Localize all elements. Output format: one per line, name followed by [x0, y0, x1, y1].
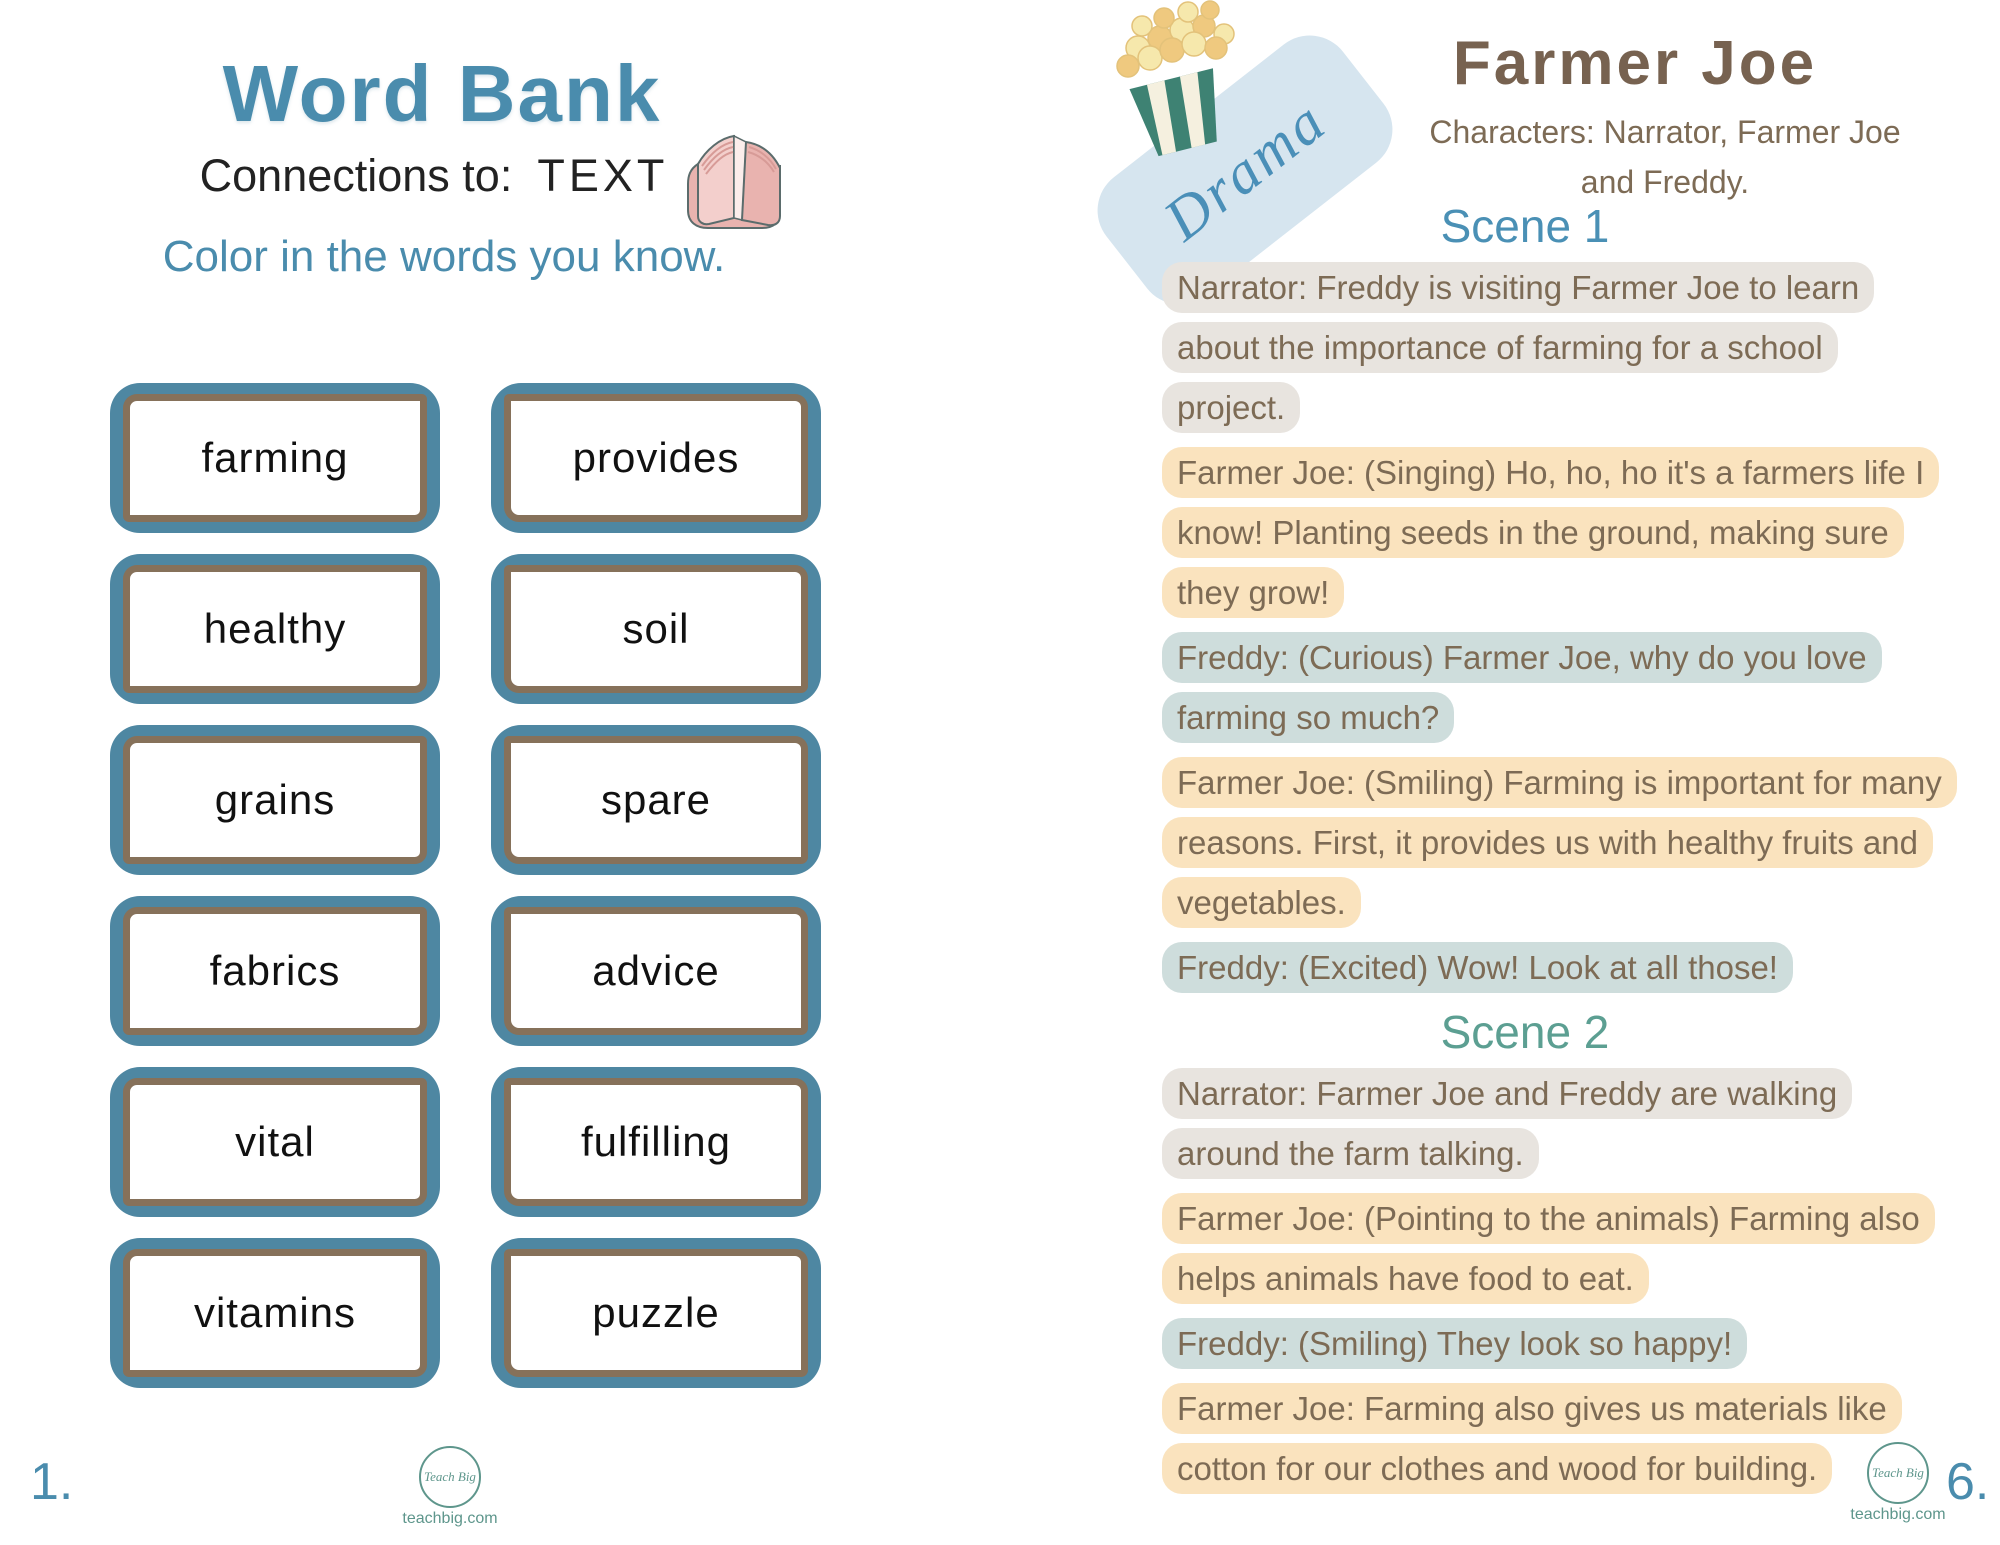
- connections-label: Connections to:: [199, 150, 538, 201]
- word-card-inner: vital: [123, 1078, 427, 1206]
- word-text: farming: [201, 434, 349, 481]
- word-text: healthy: [203, 605, 347, 652]
- word-text: provides: [572, 434, 740, 481]
- word-text: vital: [235, 1118, 315, 1165]
- word-card-farming: farming: [110, 383, 440, 533]
- word-text: vitamins: [193, 1289, 357, 1336]
- word-text: fulfilling: [580, 1118, 732, 1165]
- word-card-grains: grains: [110, 725, 440, 875]
- word-card-puzzle: puzzle: [491, 1238, 821, 1388]
- word-text: grains: [214, 776, 336, 823]
- teachbig-logo-right: Teach Big teachbig.com: [1828, 1442, 1968, 1524]
- teachbig-site-text-right: teachbig.com: [1850, 1506, 1946, 1523]
- word-text: soil: [622, 605, 690, 652]
- word-card-healthy: healthy: [110, 554, 440, 704]
- dialogue-line-farmer: Farmer Joe: (Singing) Ho, ho, ho it's a …: [1162, 443, 1948, 623]
- word-text: spare: [600, 776, 712, 823]
- word-bank-grid: farming provides healthy soil grains spare fab…: [110, 383, 822, 1388]
- page-number-left: 1.: [30, 1453, 74, 1511]
- dialogue-highlight-farmer: Farmer Joe: (Singing) Ho, ho, ho it's a …: [1162, 447, 1940, 618]
- word-card-vitamins: vitamins: [110, 1238, 440, 1388]
- word-card-inner: spare: [504, 736, 808, 864]
- play-title: Farmer Joe: [1452, 29, 1818, 98]
- word-bank-title: Word Bank: [222, 49, 662, 138]
- word-card-soil: soil: [491, 554, 821, 704]
- scene-heading-scene-2: Scene 2: [1440, 1006, 1610, 1058]
- teachbig-site-text-left: teachbig.com: [402, 1510, 498, 1527]
- teachbig-logo-script: Teach Big: [1872, 1465, 1924, 1480]
- dialogue-line-farmer: Farmer Joe: Farming also gives us materi…: [1162, 1379, 1948, 1499]
- word-card-inner: fabrics: [123, 907, 427, 1035]
- word-text: fabrics: [209, 947, 341, 994]
- dialogue-line-farmer: Farmer Joe: (Pointing to the animals) Fa…: [1162, 1189, 1948, 1309]
- characters-line-1: Characters: Narrator, Farmer Joe: [1429, 114, 1901, 150]
- word-card-inner: puzzle: [504, 1249, 808, 1377]
- dialogue-highlight-freddy: Freddy: (Curious) Farmer Joe, why do you…: [1162, 632, 1882, 743]
- word-card-inner: fulfilling: [504, 1078, 808, 1206]
- connections-subtitle: Connections to: TEXT: [64, 150, 804, 202]
- dialogue-line-freddy: Freddy: (Smiling) They look so happy!: [1162, 1314, 1948, 1374]
- word-text: advice: [592, 947, 720, 994]
- word-card-inner: vitamins: [123, 1249, 427, 1377]
- dialogue-highlight-narrator: Narrator: Farmer Joe and Freddy are walk…: [1162, 1068, 1853, 1179]
- popcorn-icon: [1116, 0, 1235, 157]
- dialogue-highlight-freddy: Freddy: (Smiling) They look so happy!: [1162, 1318, 1748, 1369]
- connections-topic: TEXT: [537, 150, 669, 201]
- page-number-right: 6.: [1946, 1453, 1990, 1511]
- teachbig-logo-script: Teach Big: [424, 1469, 476, 1484]
- word-card-vital: vital: [110, 1067, 440, 1217]
- dialogue-highlight-farmer: Farmer Joe: (Smiling) Farming is importa…: [1162, 757, 1957, 928]
- dialogue-highlight-farmer: Farmer Joe: (Pointing to the animals) Fa…: [1162, 1193, 1935, 1304]
- teachbig-logo-circle: Teach Big: [1867, 1442, 1929, 1504]
- coloring-instruction: Color in the words you know.: [162, 232, 726, 281]
- dialogue-line-freddy: Freddy: (Curious) Farmer Joe, why do you…: [1162, 628, 1948, 748]
- word-text: puzzle: [592, 1289, 720, 1336]
- word-card-fabrics: fabrics: [110, 896, 440, 1046]
- dialogue-line-narrator: Narrator: Farmer Joe and Freddy are walk…: [1162, 1064, 1948, 1184]
- teachbig-logo-left: Teach Big teachbig.com: [380, 1446, 520, 1528]
- book-icon: [687, 134, 781, 229]
- word-card-inner: advice: [504, 907, 808, 1035]
- dialogue-highlight-freddy: Freddy: (Excited) Wow! Look at all those…: [1162, 942, 1793, 993]
- dialogue-line-freddy: Freddy: (Excited) Wow! Look at all those…: [1162, 938, 1948, 998]
- characters-line-2: and Freddy.: [1580, 164, 1750, 200]
- word-card-inner: healthy: [123, 565, 427, 693]
- teachbig-logo-circle: Teach Big: [419, 1446, 481, 1508]
- word-card-inner: soil: [504, 565, 808, 693]
- drama-script: Scene 1 Narrator: Freddy is visiting Farm…: [1162, 200, 1957, 1504]
- dialogue-highlight-narrator: Narrator: Freddy is visiting Farmer Joe …: [1162, 262, 1875, 433]
- word-card-advice: advice: [491, 896, 821, 1046]
- word-card-inner: farming: [123, 394, 427, 522]
- dialogue-line-narrator: Narrator: Freddy is visiting Farmer Joe …: [1162, 258, 1948, 438]
- scene-heading-scene-1: Scene 1: [1440, 200, 1610, 252]
- word-card-spare: spare: [491, 725, 821, 875]
- word-card-inner: grains: [123, 736, 427, 864]
- dialogue-line-farmer: Farmer Joe: (Smiling) Farming is importa…: [1162, 753, 1957, 933]
- word-card-inner: provides: [504, 394, 808, 522]
- dialogue-highlight-farmer: Farmer Joe: Farming also gives us materi…: [1162, 1383, 1902, 1494]
- word-card-fulfilling: fulfilling: [491, 1067, 821, 1217]
- word-card-provides: provides: [491, 383, 821, 533]
